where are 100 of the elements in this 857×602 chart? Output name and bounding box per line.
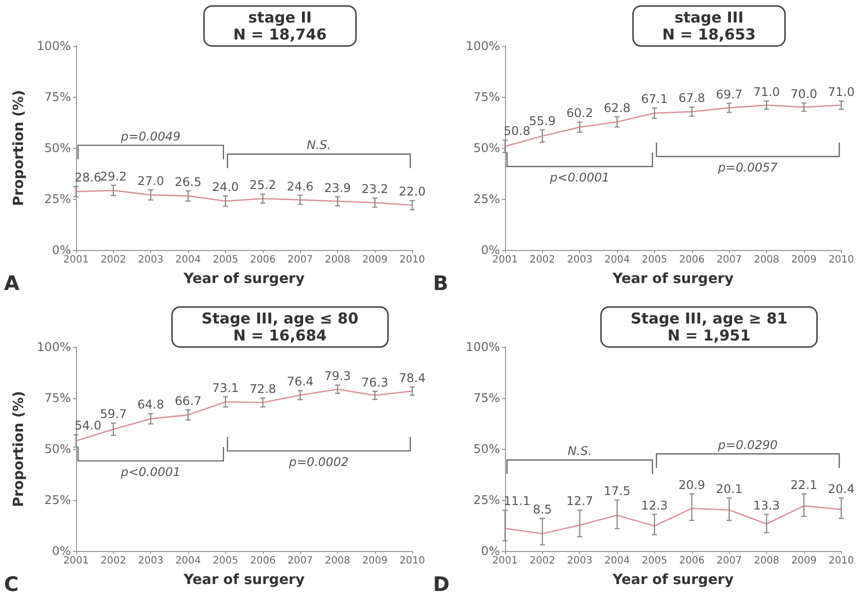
x-tick-label: 2008 (324, 254, 350, 266)
x-tick-label: 2003 (138, 556, 164, 566)
y-tick-label: 50% (44, 141, 71, 155)
text: B (433, 271, 448, 295)
x-tick-label: 2007 (287, 556, 313, 566)
annotation: p=0.0049 (120, 129, 181, 144)
x-tick-label: 2006 (250, 254, 276, 266)
annotation: p=0.0057 (717, 160, 778, 174)
data-label: 73.1 (212, 380, 239, 395)
data-label: 22.0 (398, 184, 426, 199)
x-tick-label: 2006 (250, 556, 276, 566)
chart-title: Stage III, age ≤ 80 (202, 310, 358, 328)
y-axis-title: Proportion (%) (10, 390, 27, 508)
data-label: 20.9 (678, 478, 706, 492)
data-label: 67.1 (641, 92, 668, 106)
data-label: 59.7 (100, 407, 127, 422)
x-tick-label: 2008 (754, 556, 780, 566)
chart-subtitle: N = 18,746 (233, 26, 327, 44)
data-label: 23.9 (324, 180, 351, 195)
data-label: 26.5 (174, 174, 202, 189)
y-axis-title: Proportion (%) (10, 90, 27, 206)
text: A (4, 271, 20, 295)
x-tick-label: 2002 (530, 254, 556, 266)
data-label: 8.5 (532, 502, 552, 516)
data-label: 29.2 (100, 169, 127, 184)
x-tick-label: 2009 (791, 254, 817, 266)
data-label: 23.2 (362, 182, 388, 196)
x-tick-label: 2001 (492, 556, 518, 566)
text: D (433, 572, 450, 596)
x-tick-label: 2002 (100, 556, 126, 566)
x-tick-label: 2006 (679, 254, 705, 266)
annotation: N.S. (306, 138, 331, 152)
chart-subtitle: N = 1,951 (667, 326, 751, 344)
x-tick-label: 2002 (530, 556, 556, 566)
y-tick-label: 75% (44, 391, 71, 405)
y-tick-label: 50% (44, 442, 71, 456)
x-tick-label: 2004 (175, 556, 201, 566)
x-axis-title: Year of surgery (612, 572, 734, 588)
data-label: 17.5 (604, 484, 630, 498)
chart-title: stage III (674, 8, 744, 26)
y-tick-label: 25% (44, 493, 71, 507)
x-tick-label: 2006 (679, 556, 705, 566)
y-tick-label: 75% (473, 391, 500, 405)
x-tick-label: 2008 (754, 254, 780, 266)
annotation: p=0.0290 (717, 438, 778, 452)
y-tick-label: 100% (466, 340, 500, 354)
annotation: p=0.0002 (288, 454, 349, 469)
x-tick-label: 2010 (400, 556, 425, 566)
x-tick-label: 2004 (604, 556, 630, 566)
x-tick-label: 2009 (791, 556, 817, 566)
data-label: 20.4 (828, 482, 855, 496)
x-tick-label: 2010 (400, 254, 425, 266)
x-tick-label: 2009 (362, 556, 388, 566)
annotation: p<0.0001 (120, 464, 181, 479)
x-tick-label: 2001 (63, 254, 89, 266)
y-tick-label: 100% (36, 340, 71, 354)
x-tick-label: 2004 (175, 254, 201, 266)
y-tick-label: 75% (473, 90, 500, 104)
chart-title: Stage III, age ≥ 81 (630, 310, 788, 328)
chart-title: stage II (248, 8, 312, 26)
data-label: 25.2 (249, 178, 276, 192)
y-tick-label: 100% (466, 39, 500, 53)
x-tick-label: 2003 (567, 556, 592, 566)
y-tick-label: 75% (44, 90, 71, 104)
y-tick-label: 100% (36, 39, 71, 53)
data-label: 71.0 (753, 85, 780, 100)
data-label: 20.1 (716, 482, 743, 496)
x-tick-label: 2005 (642, 556, 668, 566)
data-label: 62.8 (604, 100, 630, 115)
data-label: 70.0 (790, 87, 818, 102)
x-tick-label: 2005 (212, 254, 238, 266)
x-tick-label: 2001 (492, 254, 518, 266)
x-axis-title: Year of surgery (182, 572, 305, 588)
data-label: 27.0 (137, 174, 164, 188)
y-tick-label: 50% (473, 141, 500, 155)
annotation: N.S. (568, 444, 592, 458)
data-label: 76.3 (362, 375, 388, 390)
x-axis-title: Year of surgery (612, 271, 734, 287)
x-tick-label: 2007 (716, 556, 742, 566)
data-label: 69.7 (716, 87, 743, 102)
x-tick-label: 2005 (642, 254, 668, 266)
y-tick-label: 25% (44, 192, 71, 206)
data-label: 60.2 (566, 106, 594, 120)
data-label: 12.7 (566, 494, 594, 508)
data-label: 76.4 (286, 374, 314, 389)
data-label: 24.6 (286, 179, 314, 194)
x-axis-title: Year of surgery (182, 271, 305, 287)
y-tick-label: 25% (473, 493, 500, 507)
data-label: 71.0 (828, 85, 855, 100)
x-tick-label: 2004 (604, 254, 630, 266)
x-tick-label: 2009 (362, 254, 388, 266)
data-label: 78.4 (398, 370, 426, 385)
line-series (504, 104, 842, 148)
y-tick-label: 50% (473, 442, 500, 456)
x-tick-label: 2003 (567, 254, 592, 266)
data-label: 72.8 (249, 382, 276, 396)
chart-subtitle: N = 18,653 (662, 26, 756, 44)
data-label: 55.9 (529, 114, 556, 128)
data-label: 64.8 (137, 398, 164, 412)
x-tick-label: 2001 (63, 556, 89, 566)
